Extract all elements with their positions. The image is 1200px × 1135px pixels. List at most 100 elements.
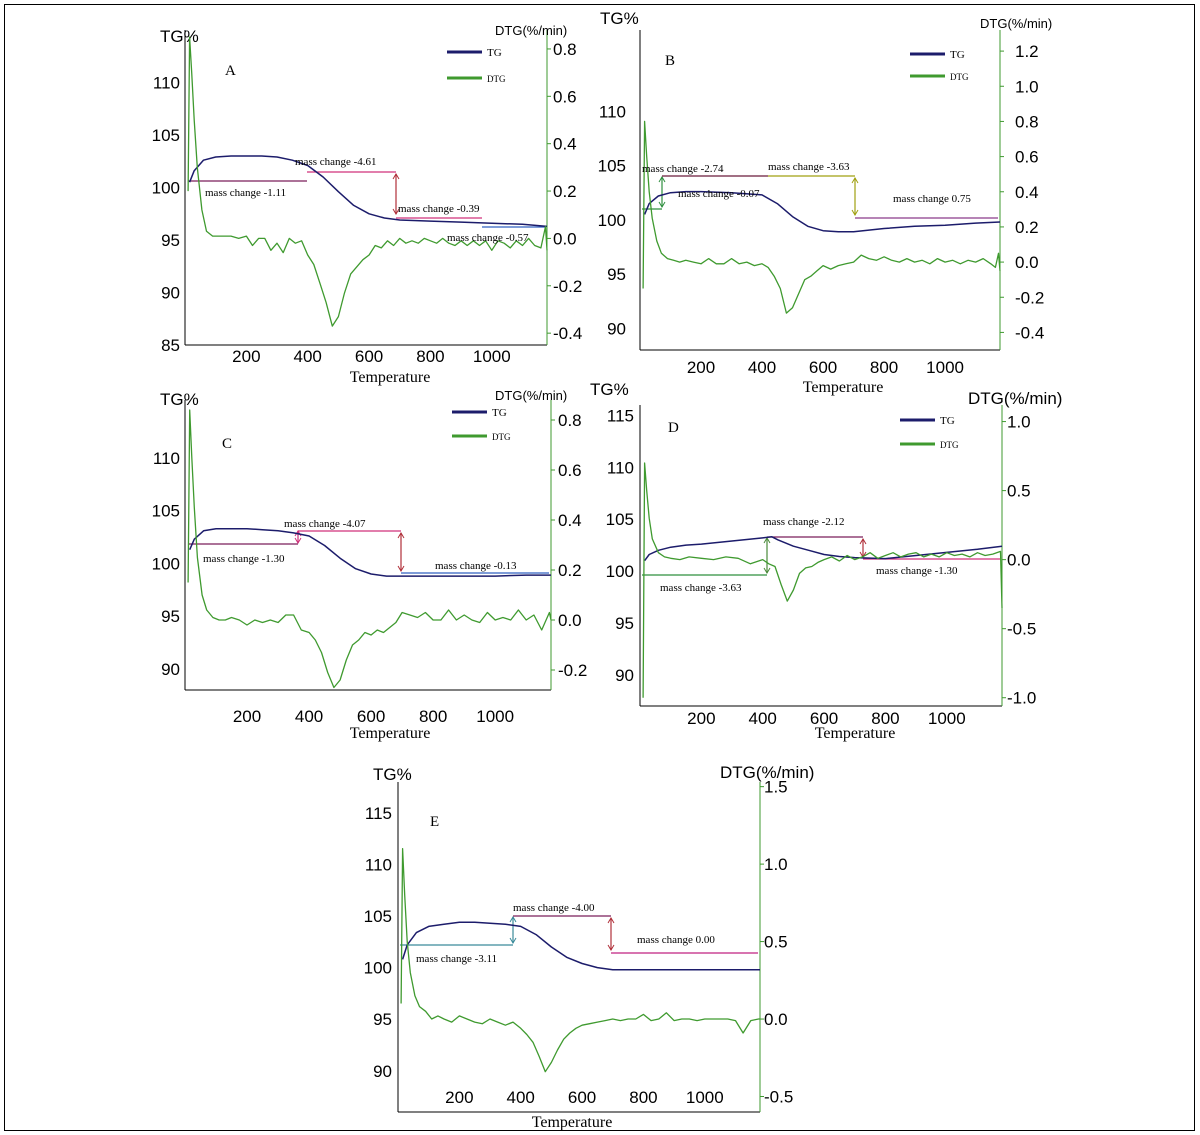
arrow-head bbox=[397, 565, 405, 572]
legend-tg-label: TG bbox=[487, 47, 502, 59]
mass-change-label: mass change -0.39 bbox=[398, 203, 480, 215]
x-tick-label: 600 bbox=[355, 347, 383, 366]
mass-change-label: mass change -1.11 bbox=[205, 187, 286, 199]
mass-change-label: mass change -4.07 bbox=[284, 518, 366, 530]
x-axis-title: Temperature bbox=[350, 369, 431, 386]
legend-a: TG DTG bbox=[447, 47, 506, 84]
y2-tick-label: -0.5 bbox=[764, 1088, 793, 1107]
panel-letter: A bbox=[225, 63, 236, 79]
y-tick-label: 115 bbox=[365, 804, 392, 823]
x-tick-label: 600 bbox=[568, 1088, 596, 1107]
arrow-head bbox=[294, 537, 302, 544]
arrow-head bbox=[509, 916, 517, 923]
panel-a: 85 90 95 100 105 110 -0.4 -0.2 0.0 0.2 0.4 0.6 0.8 20… bbox=[152, 23, 583, 386]
x-tick-label: 1000 bbox=[926, 358, 964, 377]
x-tick-label: 800 bbox=[629, 1088, 657, 1107]
y2-tick-label: 0.6 bbox=[558, 461, 582, 480]
y2-axis-title: DTG(%/min) bbox=[720, 763, 814, 782]
y2-tick-label: 0.4 bbox=[1015, 183, 1039, 202]
arrow-head bbox=[392, 173, 400, 180]
figure-frame bbox=[4, 4, 1195, 1131]
arrow-head bbox=[763, 567, 771, 574]
y-tick-label: 100 bbox=[152, 179, 180, 198]
legend-dtg-label: DTG bbox=[492, 432, 511, 442]
tg-curve-c bbox=[189, 527, 551, 577]
y2-axis-title: DTG(%/min) bbox=[495, 388, 567, 403]
legend-c: TG DTG bbox=[452, 407, 511, 442]
tg-curve-d bbox=[643, 536, 1003, 562]
x-tick-label: 600 bbox=[810, 709, 838, 728]
y-axis-title: TG% bbox=[590, 380, 629, 399]
y-tick-label: 90 bbox=[373, 1062, 392, 1081]
arrow-head bbox=[851, 209, 859, 216]
legend-dtg-label: DTG bbox=[940, 440, 959, 450]
y-tick-label: 110 bbox=[365, 856, 392, 875]
y2-tick-label: 0.6 bbox=[1015, 148, 1039, 167]
panel-d: 90 95 100 105 110 115 -1.0 -0.5 0.0 0.5 1.0 200 400 6… bbox=[590, 380, 1062, 742]
x-tick-label: 1000 bbox=[928, 709, 966, 728]
arrow-head bbox=[607, 944, 615, 951]
x-tick-label: 200 bbox=[687, 358, 715, 377]
mass-change-label: mass change -1.30 bbox=[203, 553, 285, 565]
y2-tick-label: 0.4 bbox=[558, 511, 582, 530]
mass-change-label: mass change -2.74 bbox=[642, 163, 724, 175]
y2-tick-label: 0.5 bbox=[1007, 482, 1031, 501]
y-axis-title: TG% bbox=[373, 765, 412, 784]
dtg-curve-a bbox=[187, 36, 548, 327]
panel-e: 90 95 100 105 110 115 -0.5 0.0 0.5 1.0 1.5 200 400 60… bbox=[364, 763, 815, 1131]
mass-change-label: mass change -3.11 bbox=[416, 953, 497, 965]
y2-tick-label: 0.8 bbox=[558, 411, 582, 430]
tg-curve-b bbox=[643, 190, 1001, 233]
y2-tick-label: 0.2 bbox=[1015, 218, 1039, 237]
mass-change-label: mass change -3.63 bbox=[768, 161, 850, 173]
y-axis-title: TG% bbox=[160, 390, 199, 409]
x-tick-label: 400 bbox=[749, 709, 777, 728]
panel-letter: D bbox=[668, 420, 679, 436]
arrow-head bbox=[397, 532, 405, 539]
mass-change-label: mass change -1.30 bbox=[876, 565, 958, 577]
y2-tick-label: 1.2 bbox=[1015, 42, 1039, 61]
x-tick-label: 400 bbox=[294, 347, 322, 366]
mass-change-label: mass change -4.00 bbox=[513, 902, 595, 914]
panel-letter: E bbox=[430, 814, 439, 830]
arrow-head bbox=[392, 208, 400, 215]
y-tick-label: 110 bbox=[153, 449, 180, 468]
x-tick-label: 600 bbox=[809, 358, 837, 377]
y-tick-label: 100 bbox=[598, 211, 626, 230]
x-axis-title: Temperature bbox=[803, 379, 884, 396]
dtg-curve-e bbox=[400, 847, 760, 1073]
arrow-head bbox=[607, 917, 615, 924]
legend-tg-label: TG bbox=[950, 49, 965, 61]
dtg-curve-b bbox=[642, 120, 1001, 314]
mass-change-label: mass change 0.00 bbox=[637, 934, 715, 946]
arrow-head bbox=[851, 177, 859, 184]
y2-tick-label: 1.0 bbox=[1015, 77, 1039, 96]
x-tick-label: 200 bbox=[445, 1088, 473, 1107]
y-tick-label: 95 bbox=[615, 614, 634, 633]
y-tick-label: 105 bbox=[364, 907, 392, 926]
legend-dtg-label: DTG bbox=[950, 72, 969, 82]
y2-tick-label: 0.0 bbox=[558, 611, 582, 630]
y2-tick-label: 0.6 bbox=[553, 87, 577, 106]
x-tick-label: 1000 bbox=[686, 1088, 724, 1107]
mass-change-label: mass change -4.61 bbox=[295, 156, 377, 168]
y-tick-label: 95 bbox=[161, 607, 180, 626]
x-tick-label: 800 bbox=[870, 358, 898, 377]
y2-tick-label: 0.5 bbox=[764, 933, 788, 952]
y-tick-label: 95 bbox=[607, 265, 626, 284]
y2-tick-label: 0.8 bbox=[1015, 112, 1039, 131]
y2-tick-label: 0.2 bbox=[558, 561, 582, 580]
y2-axis-title: DTG(%/min) bbox=[980, 16, 1052, 31]
y-tick-label: 100 bbox=[152, 554, 180, 573]
arrow-head bbox=[859, 538, 867, 545]
y2-tick-label: 1.5 bbox=[764, 778, 788, 797]
x-tick-label: 200 bbox=[233, 707, 261, 726]
y-tick-label: 95 bbox=[161, 231, 180, 250]
y-tick-label: 90 bbox=[161, 284, 180, 303]
y-tick-label: 110 bbox=[607, 458, 634, 477]
panel-letter: B bbox=[665, 53, 675, 69]
x-tick-label: 1000 bbox=[473, 347, 511, 366]
x-tick-label: 200 bbox=[232, 347, 260, 366]
legend-tg-label: TG bbox=[492, 407, 507, 419]
x-axis-title: Temperature bbox=[815, 725, 896, 742]
